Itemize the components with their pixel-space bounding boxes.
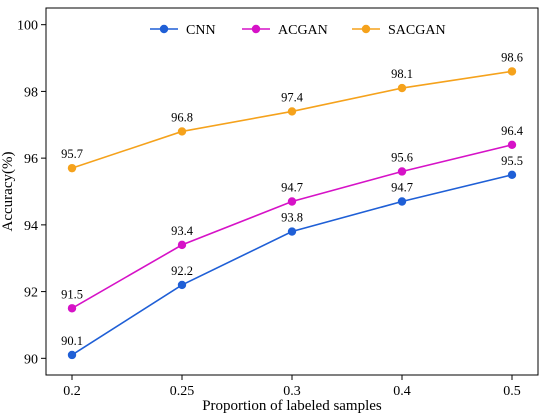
data-label-sacgan: 98.1 [391,67,413,81]
series-markers [67,67,517,360]
data-point-acgan [507,140,517,149]
data-point-cnn [67,350,77,360]
legend-label-sacgan: SACGAN [388,23,446,38]
data-point-sacgan [507,67,517,76]
legend-swatch-marker [159,24,169,34]
legend: CNN ACGAN SACGAN [150,23,446,38]
y-axis-ticks: 90 92 94 96 98 100 [17,19,46,367]
data-label-cnn: 90.1 [61,334,83,348]
data-point-cnn [287,227,297,236]
y-tick-label: 100 [17,19,38,34]
data-label-acgan: 91.5 [61,287,83,301]
y-tick-label: 90 [24,352,38,367]
data-point-cnn [397,197,407,206]
data-point-acgan [67,304,77,313]
y-axis-title: Accuracy(%) [0,152,16,232]
x-tick-label: 0.2 [63,384,81,399]
data-label-cnn: 95.5 [501,154,523,168]
data-point-cnn [177,280,187,290]
data-label-sacgan: 97.4 [281,90,304,104]
data-labels: 90.1 92.2 93.8 94.7 95.5 91.5 93.4 94.7 95.6 96.4… [61,50,524,348]
x-tick-label: 0.4 [393,384,411,399]
data-label-acgan: 93.4 [171,224,194,238]
data-label-cnn: 92.2 [171,264,193,278]
x-axis-title: Proportion of labeled samples [202,398,382,414]
y-tick-label: 94 [24,219,38,234]
data-label-acgan: 95.6 [391,150,413,164]
legend-swatch-marker [251,24,261,34]
data-label-sacgan: 95.7 [61,147,83,161]
data-label-acgan: 94.7 [281,181,303,195]
legend-swatch-marker [361,24,371,34]
y-tick-label: 96 [24,152,38,167]
data-label-acgan: 96.4 [501,124,524,138]
data-label-sacgan: 96.8 [171,110,193,124]
data-label-sacgan: 98.6 [501,50,523,64]
y-tick-label: 92 [24,286,38,301]
data-point-sacgan [397,83,407,93]
x-axis-ticks: 0.2 0.25 0.3 0.4 0.5 [63,375,521,399]
data-label-cnn: 94.7 [391,181,413,195]
x-tick-label: 0.3 [283,384,301,399]
data-point-acgan [177,240,187,250]
legend-label-cnn: CNN [186,23,216,38]
y-tick-label: 98 [24,85,38,100]
data-point-cnn [507,170,517,180]
data-point-sacgan [177,127,187,136]
data-point-acgan [287,197,297,206]
series-line-sacgan [71,70,513,169]
legend-label-acgan: ACGAN [278,23,328,38]
data-point-sacgan [67,163,77,173]
data-point-sacgan [287,107,297,116]
x-tick-label: 0.5 [503,384,521,399]
data-point-acgan [397,167,407,176]
series-line-acgan [71,144,513,309]
data-label-cnn: 93.8 [281,211,303,225]
x-tick-label: 0.25 [170,384,195,399]
